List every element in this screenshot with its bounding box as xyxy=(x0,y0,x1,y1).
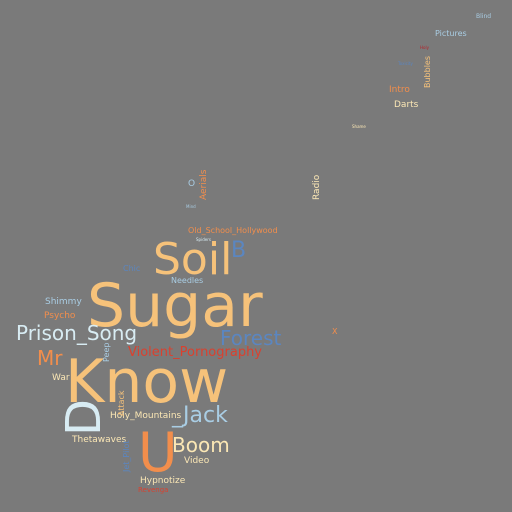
word-attack: Attack xyxy=(117,390,126,416)
word-needles: Needles xyxy=(171,276,204,285)
word-old-school-hollywood: Old_School_Hollywood xyxy=(188,226,278,235)
word-mind: Mind xyxy=(186,204,196,209)
word-bubbles: Bubbles xyxy=(423,55,432,88)
word-shimmy: Shimmy xyxy=(45,297,82,307)
word-psycho: Psycho xyxy=(44,311,76,321)
word-video: Video xyxy=(184,456,210,466)
word-x: X xyxy=(332,327,338,336)
word-o: O xyxy=(188,179,196,189)
word-intro: Intro xyxy=(389,85,410,95)
word-aerials: Aerials xyxy=(199,169,209,200)
word-u: U xyxy=(138,421,178,484)
word-holy-mountains: Holy_Mountains xyxy=(110,411,182,421)
word-jack: _Jack xyxy=(172,403,228,428)
word-holy: Holy xyxy=(420,45,429,50)
word-blind: Blind xyxy=(476,13,492,20)
word-prison-song: Prison_Song xyxy=(16,321,138,345)
word-spiders: Spiders xyxy=(196,237,211,242)
word-sugar: Sugar xyxy=(87,271,263,341)
word-war: War xyxy=(52,373,70,383)
word-d: D xyxy=(56,399,112,436)
word-revenga: Revenga xyxy=(138,486,169,494)
word-hypnotize: Hypnotize xyxy=(140,476,186,486)
word-peep: Peep xyxy=(102,342,111,362)
word-b: B xyxy=(231,238,247,263)
word-radio: Radio xyxy=(312,174,322,200)
word-pictures: Pictures xyxy=(435,29,467,38)
word-boom: Boom xyxy=(172,433,230,457)
word-mr: Mr xyxy=(37,346,63,370)
word-darts: Darts xyxy=(394,100,419,110)
word-violent-pornography: Violent_Pornography xyxy=(128,345,263,360)
word-know: Know xyxy=(65,347,229,417)
word-shame: Shame xyxy=(352,124,366,129)
word-jet-pilot: Jet_Pilot xyxy=(122,440,131,472)
word-toxicity: Toxicity xyxy=(398,61,413,66)
word-thetawaves: Thetawaves xyxy=(72,435,127,445)
word-forest: Forest xyxy=(220,326,282,350)
word-chic: Chic xyxy=(123,264,141,273)
word-soil: Soil xyxy=(153,234,233,285)
